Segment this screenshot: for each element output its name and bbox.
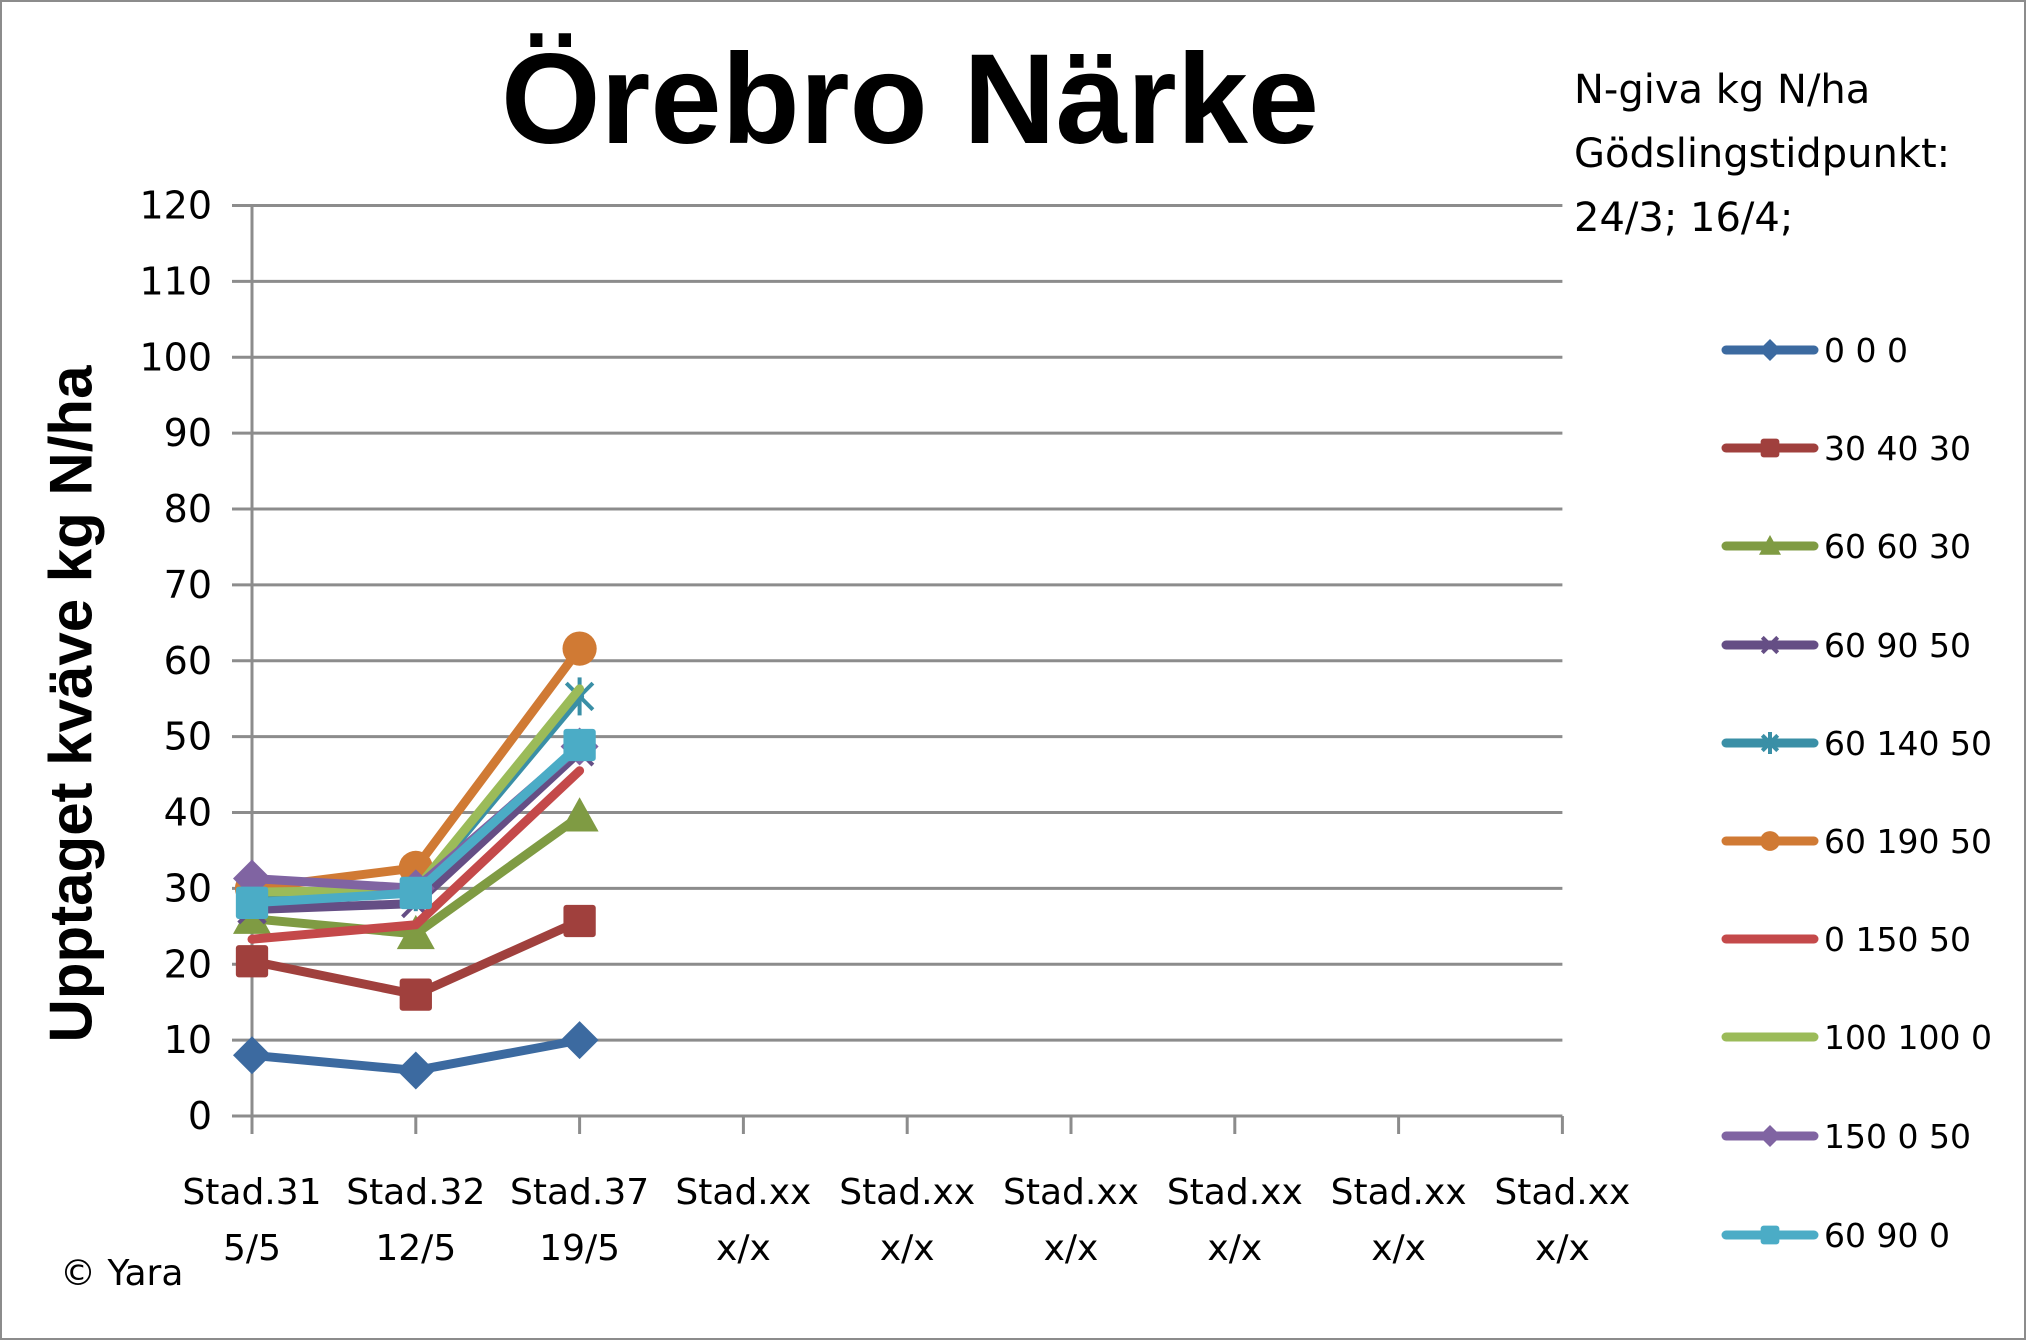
x-tick-label-date: x/x	[1044, 1228, 1099, 1269]
data-point-marker	[560, 1021, 599, 1060]
y-tick-label: 0	[188, 1094, 212, 1138]
legend-label: 30 40 30	[1824, 428, 1971, 468]
legend-label: 0 150 50	[1824, 919, 1971, 959]
data-point-marker	[1759, 535, 1781, 555]
y-tick-label: 90	[164, 411, 212, 455]
series-0-150-50	[247, 766, 585, 944]
y-tick-label: 40	[164, 791, 212, 835]
x-tick-label-date: x/x	[716, 1228, 771, 1269]
legend-swatch-icon	[1721, 732, 1819, 754]
legend-swatch-icon	[1721, 1032, 1819, 1042]
x-tick-label-date: x/x	[880, 1228, 935, 1269]
data-point-marker	[1760, 732, 1780, 754]
x-tick-label-stage: Stad.xx	[1167, 1172, 1303, 1213]
data-point-marker	[235, 886, 269, 919]
legend-item: 60 140 50	[1720, 723, 1992, 763]
x-tick-label-date: x/x	[1535, 1228, 1590, 1269]
legend-item: 0 150 50	[1720, 919, 1971, 959]
legend-item: 60 90 50	[1720, 625, 1971, 665]
legend-swatch-icon	[1721, 535, 1819, 555]
x-tick-label-date: 5/5	[223, 1228, 281, 1269]
series-60-190-50	[234, 631, 597, 906]
series-60-90-0	[235, 728, 596, 919]
x-tick-label-stage: Stad.xx	[1003, 1172, 1139, 1213]
y-tick-label: 50	[164, 715, 212, 759]
y-tick-label: 110	[139, 259, 212, 303]
y-tick-label: 60	[164, 639, 212, 683]
info-line-gödslingstidpunkt: Gödslingstidpunkt:	[1574, 131, 1951, 177]
legend-label: 60 140 50	[1824, 723, 1992, 763]
legend-label: 60 190 50	[1824, 821, 1992, 861]
legend-label: 60 90 50	[1824, 625, 1971, 665]
y-tick-label: 100	[139, 335, 212, 379]
legend-swatch-icon	[1721, 831, 1819, 851]
data-point-marker	[560, 797, 599, 832]
x-tick-label-date: 19/5	[539, 1228, 620, 1269]
x-tick-label-stage: Stad.xx	[1331, 1172, 1467, 1213]
legend-label: 0 0 0	[1824, 330, 1908, 370]
legend-item: 150 0 50	[1720, 1116, 1971, 1156]
legend-label: 100 100 0	[1824, 1017, 1992, 1057]
x-tick-label-date: 12/5	[375, 1228, 456, 1269]
legend-item: 60 190 50	[1720, 821, 1992, 861]
series-line	[247, 766, 585, 944]
x-tick-label-stage: Stad.32	[346, 1172, 485, 1213]
data-point-marker	[235, 945, 269, 978]
legend-swatch-icon	[1721, 339, 1819, 361]
x-tick-label-stage: Stad.xx	[1494, 1172, 1630, 1213]
fertilization-info: N-giva kg N/ha Gödslingstidpunkt: 24/3; …	[1574, 58, 1950, 250]
data-point-marker	[1760, 831, 1780, 851]
x-tick-label-stage: Stad.xx	[675, 1172, 811, 1213]
info-line-ngiva: N-giva kg N/ha	[1574, 67, 1871, 113]
legend-item: 60 60 30	[1720, 526, 1971, 566]
copyright-label: © Yara	[60, 1253, 184, 1294]
data-point-marker	[396, 914, 435, 950]
x-tick-label-stage: Stad.31	[182, 1172, 321, 1213]
x-tick-label-stage: Stad.xx	[839, 1172, 975, 1213]
data-point-marker	[1759, 1125, 1781, 1147]
y-tick-labels: 0 10 20 30 40 50 60 70 80 90 100 110 120	[139, 184, 212, 1139]
legend-item: 30 40 30	[1720, 428, 1971, 468]
data-series	[233, 631, 599, 1090]
data-point-marker	[233, 1036, 271, 1075]
series-0-0-0	[233, 1021, 599, 1090]
data-point-marker	[562, 631, 597, 666]
legend-label: 150 0 50	[1824, 1116, 1971, 1156]
y-tick-label: 30	[164, 866, 212, 910]
legend-swatch-icon	[1721, 934, 1819, 944]
y-tick-label: 10	[164, 1018, 212, 1062]
data-point-marker	[1759, 339, 1781, 361]
data-point-marker	[1760, 1225, 1780, 1245]
legend-swatch-icon	[1721, 635, 1819, 655]
x-tick-label-date: x/x	[1371, 1228, 1426, 1269]
data-point-marker	[563, 728, 596, 762]
legend-item: 100 100 0	[1720, 1017, 1992, 1057]
series-30-40-30	[235, 904, 596, 1011]
x-tick-label-date: x/x	[1207, 1228, 1262, 1269]
y-tick-label: 80	[164, 487, 212, 531]
data-point-marker	[396, 1051, 435, 1090]
legend-item: 60 90 0	[1720, 1215, 1950, 1255]
data-point-marker	[399, 978, 432, 1011]
legend-label: 60 60 30	[1824, 526, 1971, 566]
legend-label: 60 90 0	[1824, 1215, 1950, 1255]
legend-item: 0 0 0	[1720, 330, 1908, 370]
x-tick-labels: Stad.31 5/5 Stad.32 12/5 Stad.37 19/5 Stad.xx x…	[182, 1172, 1630, 1269]
data-point-marker	[1760, 635, 1780, 655]
data-point-marker	[399, 876, 432, 910]
axes	[232, 205, 1564, 1134]
x-tick-label-stage: Stad.37	[510, 1172, 649, 1213]
data-point-marker	[563, 904, 596, 938]
legend-swatch-icon	[1721, 1225, 1819, 1245]
info-line-dates: 24/3; 16/4;	[1574, 195, 1794, 241]
data-point-marker	[1760, 438, 1780, 458]
legend-swatch-icon	[1721, 438, 1819, 458]
chart-title: Örebro Närke	[500, 28, 1320, 171]
y-tick-label: 20	[164, 942, 212, 986]
y-tick-label: 70	[164, 563, 212, 607]
legend-swatch-icon	[1721, 1125, 1819, 1147]
y-tick-label: 120	[139, 184, 212, 228]
